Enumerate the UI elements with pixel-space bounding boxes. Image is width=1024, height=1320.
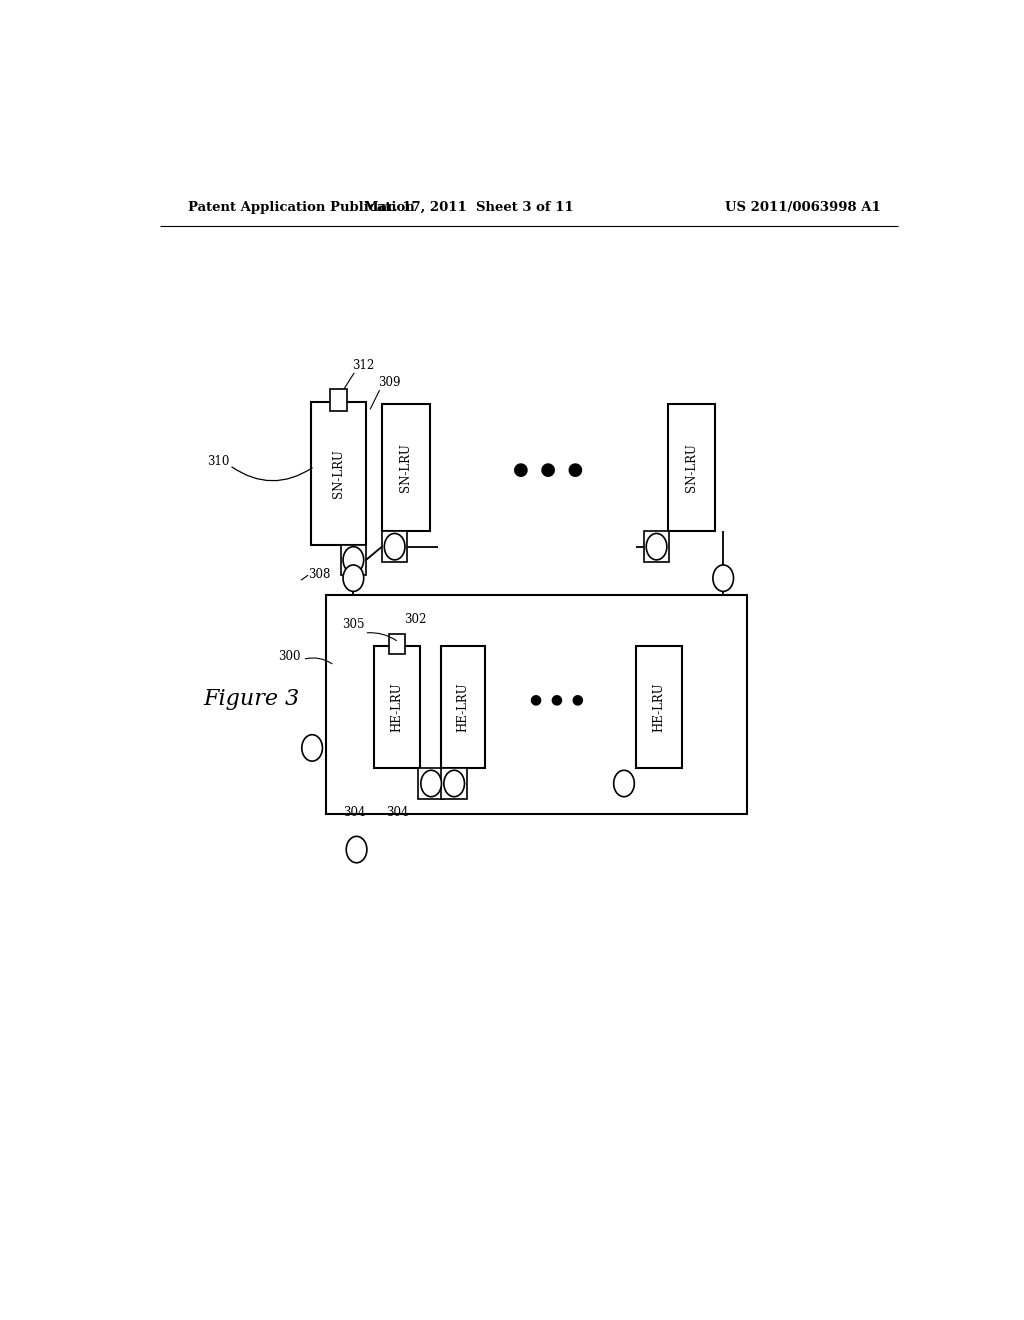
Text: SN-LRU: SN-LRU bbox=[332, 449, 345, 498]
Text: HE-LRU: HE-LRU bbox=[652, 682, 666, 733]
Text: 308: 308 bbox=[308, 568, 331, 581]
Bar bbox=[341, 545, 367, 576]
Circle shape bbox=[613, 771, 634, 797]
Bar bbox=[668, 404, 715, 532]
Text: Mar. 17, 2011  Sheet 3 of 11: Mar. 17, 2011 Sheet 3 of 11 bbox=[365, 201, 574, 214]
Bar bbox=[382, 532, 408, 562]
Bar bbox=[419, 768, 443, 799]
Circle shape bbox=[443, 771, 465, 797]
Text: SN-LRU: SN-LRU bbox=[685, 444, 698, 492]
Text: Figure 3: Figure 3 bbox=[203, 688, 299, 710]
Text: Patent Application Publication: Patent Application Publication bbox=[187, 201, 415, 214]
Text: ●  ●  ●: ● ● ● bbox=[529, 692, 584, 706]
Bar bbox=[310, 403, 367, 545]
Text: ●  ●  ●: ● ● ● bbox=[513, 462, 584, 479]
Bar bbox=[441, 647, 485, 768]
Bar bbox=[327, 595, 748, 814]
Circle shape bbox=[384, 533, 404, 560]
Bar bbox=[374, 647, 420, 768]
Text: HE-LRU: HE-LRU bbox=[390, 682, 403, 733]
Bar bbox=[389, 634, 404, 655]
Text: 312: 312 bbox=[352, 359, 375, 372]
Bar bbox=[441, 768, 467, 799]
Circle shape bbox=[343, 546, 364, 573]
Text: 302: 302 bbox=[404, 612, 427, 626]
Text: HE-LRU: HE-LRU bbox=[457, 682, 470, 733]
Text: US 2011/0063998 A1: US 2011/0063998 A1 bbox=[725, 201, 881, 214]
Text: 300: 300 bbox=[279, 649, 301, 663]
Text: 304: 304 bbox=[387, 805, 409, 818]
Circle shape bbox=[302, 735, 323, 762]
Text: 304: 304 bbox=[343, 805, 366, 818]
Circle shape bbox=[343, 565, 364, 591]
Bar bbox=[644, 532, 670, 562]
Circle shape bbox=[713, 565, 733, 591]
Text: 305: 305 bbox=[342, 618, 365, 631]
Text: 309: 309 bbox=[378, 376, 400, 389]
Bar bbox=[330, 389, 347, 412]
Bar bbox=[382, 404, 430, 532]
Circle shape bbox=[421, 771, 441, 797]
Circle shape bbox=[346, 837, 367, 863]
Text: 310: 310 bbox=[207, 455, 229, 467]
Bar bbox=[636, 647, 682, 768]
Text: SN-LRU: SN-LRU bbox=[399, 444, 413, 492]
Circle shape bbox=[646, 533, 667, 560]
